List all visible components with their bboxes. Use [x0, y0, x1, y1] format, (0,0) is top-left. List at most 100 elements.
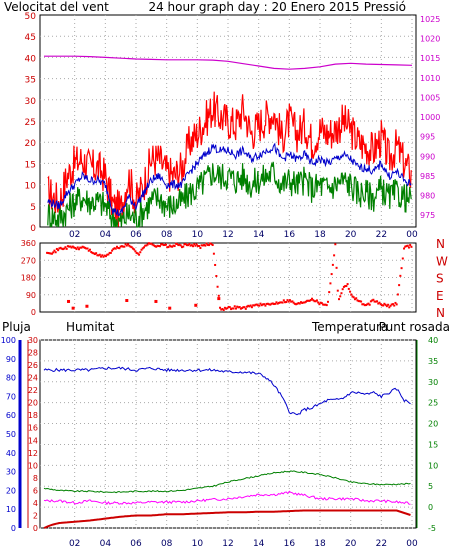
humidity-y-tick: 90 — [6, 355, 16, 364]
direction-compass-letter: W — [436, 254, 448, 268]
direction-point — [257, 304, 260, 307]
wind-x-tick: 00 — [406, 230, 418, 240]
direction-point — [285, 301, 288, 304]
direction-point — [84, 246, 87, 249]
humidity-y-tick: 50 — [6, 430, 16, 439]
rain-label: Pluja — [2, 320, 31, 334]
humidity-y-tick: 10 — [6, 505, 16, 514]
direction-point — [228, 306, 231, 309]
direction-point — [139, 251, 142, 254]
direction-point — [91, 251, 94, 254]
direction-point — [140, 248, 143, 251]
direction-point — [302, 301, 305, 304]
direction-point — [136, 252, 139, 255]
rain-y-tick: 24 — [28, 374, 38, 383]
temperature-y-tick: 0 — [428, 503, 433, 512]
wind-x-tick: 14 — [253, 230, 265, 240]
humidity-y-tick: 0 — [11, 524, 16, 533]
pressure-y-tick: 1015 — [420, 54, 440, 63]
temperature-y-tick: 40 — [428, 336, 438, 345]
direction-outlier-point — [125, 299, 129, 302]
temperature-y-tick: 20 — [428, 420, 438, 429]
direction-point — [360, 300, 363, 303]
direction-point — [138, 253, 141, 256]
humidity-x-tick: 14 — [253, 539, 265, 549]
direction-point — [187, 244, 190, 247]
direction-point — [55, 247, 58, 250]
direction-point — [314, 300, 317, 303]
pressure-y-tick: 1020 — [420, 35, 440, 44]
direction-point — [120, 245, 123, 248]
rain-y-tick: 4 — [33, 499, 38, 508]
direction-outlier-point — [85, 304, 89, 308]
direction-point — [263, 303, 266, 306]
direction-point — [92, 252, 95, 255]
direction-outlier-point — [71, 306, 75, 310]
direction-point — [242, 306, 245, 309]
direction-point — [216, 285, 219, 288]
direction-point — [194, 244, 197, 247]
direction-point — [329, 282, 332, 285]
direction-point — [109, 251, 112, 254]
direction-point — [128, 244, 131, 247]
direction-point — [101, 254, 104, 257]
wind-x-tick: 20 — [345, 230, 357, 240]
direction-point — [219, 306, 222, 309]
wind-x-tick: 18 — [314, 230, 326, 240]
direction-point — [407, 246, 410, 249]
direction-point — [265, 302, 268, 305]
direction-point — [274, 302, 277, 305]
direction-point — [317, 301, 320, 304]
direction-point — [152, 244, 155, 247]
direction-point — [306, 299, 309, 302]
direction-point — [231, 307, 234, 310]
direction-point — [176, 242, 179, 245]
direction-point — [59, 246, 62, 249]
humidity-label: Humitat — [66, 320, 115, 334]
direction-point — [374, 300, 377, 303]
humidity-y-tick: 20 — [6, 486, 16, 495]
direction-point — [77, 248, 80, 251]
direction-point — [358, 300, 361, 303]
direction-point — [49, 252, 52, 255]
direction-point — [395, 303, 398, 306]
wind-speed-label: Velocitat del vent — [4, 0, 109, 14]
wind-y-tick: 25 — [25, 118, 36, 128]
direction-point — [243, 306, 246, 309]
wind-x-tick: 10 — [192, 230, 204, 240]
direction-point — [57, 249, 60, 252]
direction-point — [177, 244, 180, 247]
rain-series-line — [43, 509, 411, 529]
direction-point — [90, 251, 93, 254]
direction-point — [184, 243, 187, 246]
direction-point — [399, 274, 402, 277]
direction-point — [113, 247, 116, 250]
direction-point — [160, 243, 163, 246]
humidity-y-tick: 100 — [1, 336, 16, 345]
wind-y-tick: 35 — [25, 76, 36, 86]
direction-point — [279, 301, 282, 304]
direction-point — [269, 303, 272, 306]
direction-point — [367, 302, 370, 305]
direction-point — [200, 244, 203, 247]
direction-point — [319, 301, 322, 304]
direction-point — [221, 307, 224, 310]
direction-point — [299, 301, 302, 304]
direction-point — [304, 300, 307, 303]
direction-point — [311, 297, 314, 300]
direction-point — [341, 288, 344, 291]
direction-point — [95, 252, 98, 255]
wind-y-tick: 30 — [25, 97, 37, 107]
direction-point — [260, 304, 263, 307]
direction-point — [233, 305, 236, 308]
direction-point — [352, 296, 355, 299]
direction-point — [166, 246, 169, 249]
pressure-y-tick: 1005 — [420, 93, 440, 102]
humidity-x-tick: 04 — [100, 539, 112, 549]
direction-point — [142, 246, 145, 249]
direction-point — [134, 250, 137, 253]
direction-point — [389, 304, 392, 307]
wind-y-tick: 45 — [25, 33, 36, 43]
pressure-y-tick: 1000 — [420, 113, 440, 122]
direction-outlier-point — [217, 297, 221, 301]
